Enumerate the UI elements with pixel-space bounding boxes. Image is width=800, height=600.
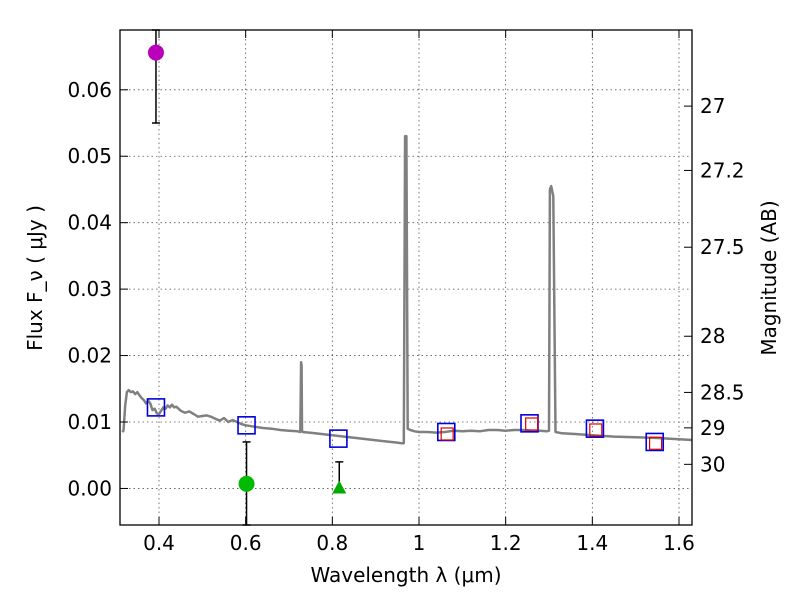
y-tick-label: 0.03 (67, 277, 112, 301)
photometry-box (146, 398, 166, 417)
photometry-box (237, 416, 256, 435)
model-box (440, 427, 454, 441)
y-tick-label: 0.02 (67, 344, 112, 368)
axis-ticks: 0.4 0.6 0.8 1 1.2 1.4 1.6 0.00 0.01 0.02 0.03 0.04 0… (67, 30, 745, 555)
green-circle (238, 475, 255, 492)
x-tick-label: 0.6 (230, 531, 262, 555)
photometry-box (645, 432, 665, 452)
y2-tick-label: 28 (700, 324, 725, 348)
y2-tick-label: 27.2 (700, 158, 745, 182)
photometry-box (329, 429, 348, 448)
model-box (525, 417, 539, 431)
y2-tick-label: 28.5 (700, 380, 745, 404)
y2-axis-label: Magnitude (AB) (757, 200, 781, 355)
magenta-circle (147, 44, 164, 61)
x-tick-label: 1.6 (663, 531, 695, 555)
model-spectrum-layer (121, 135, 693, 445)
x-tick-label: 1 (413, 531, 426, 555)
x-axis-label: Wavelength λ (μm) (310, 563, 501, 587)
green-triangle (332, 480, 347, 494)
x-tick-label: 0.8 (316, 531, 348, 555)
x-tick-label: 1.4 (576, 531, 608, 555)
y-tick-label: 0.06 (67, 78, 112, 102)
grid-lines (120, 30, 692, 525)
y2-tick-label: 30 (700, 452, 725, 476)
y2-tick-label: 29 (700, 416, 725, 440)
model-spectrum-line (121, 135, 693, 445)
y-tick-label: 0.04 (67, 211, 112, 235)
y-tick-label: 0.01 (67, 410, 112, 434)
y-axis-label: Flux F_ν ( μJy ) (23, 205, 47, 351)
y2-tick-label: 27 (700, 94, 725, 118)
x-tick-label: 0.4 (143, 531, 175, 555)
model-box (589, 423, 603, 437)
model-box (648, 436, 663, 450)
y2-tick-label: 27.5 (700, 235, 745, 259)
photometry-box (585, 419, 605, 438)
y-tick-label: 0.00 (67, 476, 112, 500)
y-tick-label: 0.05 (67, 144, 112, 168)
plot-frame (119, 29, 693, 526)
x-tick-label: 1.2 (490, 531, 522, 555)
